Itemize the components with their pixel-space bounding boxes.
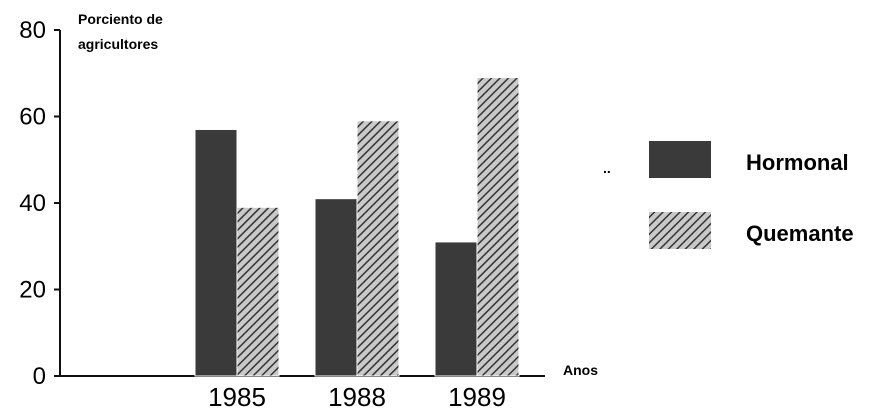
y-tick-label: 20 [19,277,46,304]
stray-mark-annotation: .. [603,160,611,176]
x-category-label: 1989 [448,382,506,412]
axis-labels-layer: Porciento de agricultores Anos .. [78,11,611,378]
x-category-label: 1988 [328,382,386,412]
y-ticks-layer: 0 20 40 60 80 [19,17,60,390]
bar-quemante-1988 [356,120,400,377]
legend-swatch-hormonal [649,141,711,178]
legend-swatch-quemante [649,212,711,249]
bar-hormonal-1985 [194,128,238,377]
y-axis-label-line-2: agricultores [78,36,158,52]
x-axis-label: Anos [563,362,598,378]
y-tick-label: 60 [19,104,46,131]
x-ticks-layer: 1985 1988 1989 [208,382,506,412]
bar-hormonal-1989 [434,241,478,377]
y-axis-label-line-1: Porciento de [78,11,163,27]
bar-quemante-1985 [236,206,280,377]
bars-layer [194,77,520,377]
bar-quemante-1989 [476,77,520,377]
x-category-label: 1985 [208,382,266,412]
legend-label-quemante: Quemante [746,221,854,246]
legend: Hormonal Quemante [649,141,854,249]
y-tick-label: 80 [19,17,46,44]
legend-label-hormonal: Hormonal [746,150,849,175]
y-tick-label: 40 [19,190,46,217]
bar-hormonal-1988 [314,198,358,377]
y-tick-label: 0 [33,363,46,390]
